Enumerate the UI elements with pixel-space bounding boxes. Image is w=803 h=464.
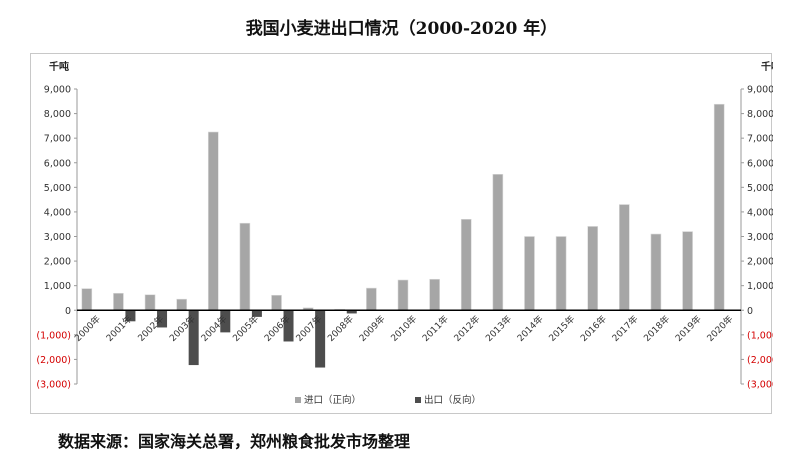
legend-label-export: 出口（反向） (424, 394, 481, 406)
import-bar (366, 287, 377, 311)
left-tick-label: (3,000) (36, 380, 71, 391)
import-bar (81, 288, 93, 311)
right-tick-label: 6,000 (747, 158, 773, 169)
import-bar (619, 204, 630, 311)
left-tick-label: 1,000 (44, 281, 71, 292)
export-bar (220, 310, 231, 333)
right-tick-label: 9,000 (747, 85, 773, 96)
right-axis-unit: 千吨 (761, 60, 773, 73)
export-bar (346, 310, 357, 314)
left-tick-label: 2,000 (44, 257, 71, 268)
left-tick-label: 5,000 (44, 183, 71, 194)
legend-swatch-import (295, 397, 301, 403)
right-tick-label: 1,000 (747, 281, 773, 292)
left-tick-label: 8,000 (44, 109, 71, 120)
x-tick-label: 2010年 (388, 313, 419, 344)
export-bar (188, 310, 199, 366)
x-tick-label: 2008年 (325, 313, 356, 344)
import-bar (429, 278, 440, 311)
right-tick-label: 0 (747, 306, 753, 317)
import-bar (555, 236, 567, 311)
import-bar (713, 103, 725, 311)
data-source-note: 数据来源：国家海关总署，郑州粮食批发市场整理 (58, 432, 411, 451)
x-tick-label: 2019年 (673, 313, 704, 344)
x-tick-label: 2020年 (704, 313, 735, 344)
import-bar (239, 222, 251, 311)
left-axis-unit: 千吨 (49, 60, 69, 73)
left-tick-label: (1,000) (36, 330, 71, 341)
import-bar (492, 174, 504, 311)
x-tick-label: 2012年 (451, 313, 482, 344)
right-tick-label: 4,000 (747, 207, 773, 218)
legend-label-import: 进口（正向） (304, 394, 361, 406)
export-bar (251, 310, 262, 317)
import-bar (176, 298, 187, 311)
import-bar (682, 231, 693, 311)
x-tick-label: 2018年 (641, 313, 672, 344)
right-tick-label: (1,000) (747, 330, 773, 341)
import-bar (397, 279, 409, 311)
x-tick-label: 2016年 (578, 313, 609, 344)
export-bar (157, 310, 168, 328)
right-tick-label: 2,000 (747, 257, 773, 268)
import-bar (144, 294, 156, 311)
export-bar (283, 310, 294, 342)
x-tick-label: 2017年 (609, 313, 640, 344)
import-bar (113, 292, 124, 311)
chart-title: 我国小麦进出口情况（2000-2020 年） (245, 19, 558, 39)
left-tick-label: 6,000 (44, 158, 71, 169)
x-tick-label: 2009年 (356, 313, 387, 344)
right-tick-label: 5,000 (747, 183, 773, 194)
right-tick-label: (3,000) (747, 380, 773, 391)
right-tick-label: 3,000 (747, 232, 773, 243)
import-bar (271, 294, 282, 311)
right-tick-label: 7,000 (747, 134, 773, 145)
x-tick-label: 2005年 (230, 313, 261, 344)
export-bar (125, 310, 136, 322)
left-tick-label: 7,000 (44, 134, 71, 145)
left-tick-label: 3,000 (44, 232, 71, 243)
left-tick-label: 0 (65, 306, 71, 317)
x-tick-label: 2015年 (546, 313, 577, 344)
chart-area: 千吨 千吨 (3,000) (3,000) (2,000) (2,000) (1,000) (… (30, 53, 773, 414)
import-bar (650, 233, 662, 311)
bar-chart: 千吨 千吨 (3,000) (3,000) (2,000) (2,000) (1,000) (… (36, 60, 773, 406)
export-bar (315, 310, 326, 368)
x-tick-label: 2002年 (135, 313, 166, 344)
right-tick-label: (2,000) (747, 355, 773, 366)
legend-swatch-export (415, 397, 421, 403)
left-tick-label: 4,000 (44, 207, 71, 218)
x-tick-label: 2011年 (420, 313, 451, 344)
import-bar (207, 131, 219, 311)
left-tick-label: (2,000) (36, 355, 71, 366)
x-tick-label: 2001年 (104, 313, 135, 344)
import-bar (524, 236, 535, 311)
left-tick-label: 9,000 (44, 85, 71, 96)
x-tick-label: 2013年 (483, 313, 514, 344)
import-bar (587, 226, 599, 311)
right-tick-label: 8,000 (747, 109, 773, 120)
import-bar (460, 218, 472, 311)
x-tick-label: 2014年 (515, 313, 546, 344)
